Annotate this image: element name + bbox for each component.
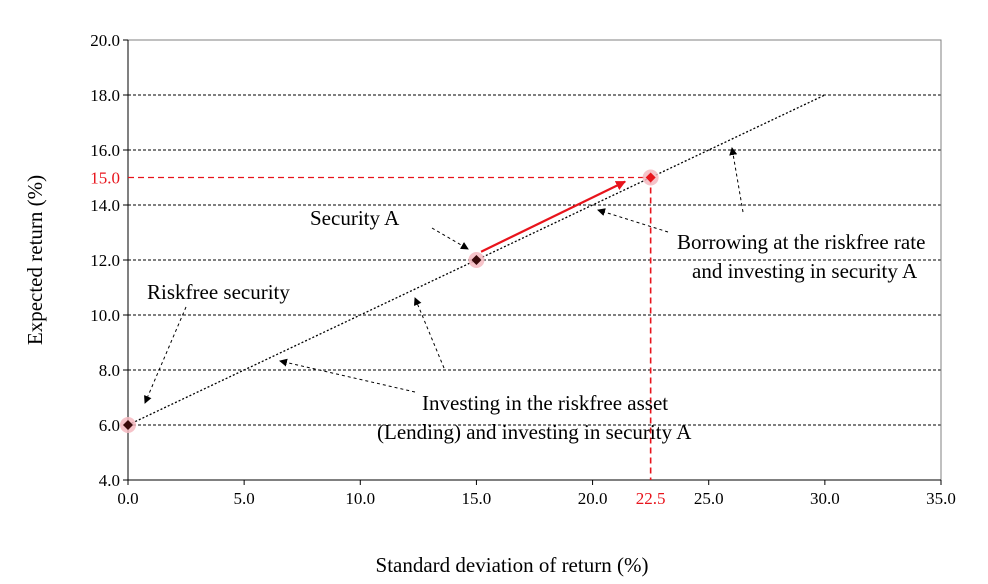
data-points xyxy=(120,169,659,433)
y-tick-label-7: 18.0 xyxy=(90,86,120,105)
x-tick-label-1: 5.0 xyxy=(234,489,255,508)
annotation-arrows xyxy=(144,147,744,404)
arrow-lending-left xyxy=(279,358,416,393)
y-tick-label-4: 12.0 xyxy=(90,251,120,270)
arrow-borrowing-up xyxy=(729,147,744,213)
y-tick-label-2: 8.0 xyxy=(99,361,120,380)
annotation-borrowing-line1: Borrowing at the riskfree rate xyxy=(677,230,925,254)
annotation-borrowing-line2: and investing in security A xyxy=(692,259,918,283)
data-point-0 xyxy=(123,420,133,430)
annotation-security-a: Security A xyxy=(310,206,400,230)
y-tick-label-1: 6.0 xyxy=(99,416,120,435)
x-tick-label-0: 0.0 xyxy=(117,489,138,508)
x-axis-title: Standard deviation of return (%) xyxy=(376,553,649,577)
annotation-riskfree: Riskfree security xyxy=(147,280,290,304)
x-tick-label-2: 10.0 xyxy=(345,489,375,508)
red-arrow xyxy=(480,180,626,253)
highlight-y-label: 15.0 xyxy=(90,169,120,188)
y-tick-label-8: 20.0 xyxy=(90,31,120,50)
annotation-lending-line1: Investing in the riskfree asset xyxy=(422,391,668,415)
highlight-x-label: 22.5 xyxy=(636,489,666,508)
x-tick-label-3: 15.0 xyxy=(462,489,492,508)
data-point-2 xyxy=(645,172,656,183)
x-tick-label-7: 35.0 xyxy=(926,489,956,508)
arrow-security-a xyxy=(431,227,469,250)
y-tick-label-3: 10.0 xyxy=(90,306,120,325)
gridlines xyxy=(128,94,941,426)
y-tick-label-5: 14.0 xyxy=(90,196,120,215)
data-point-1 xyxy=(471,255,482,265)
y-tick-label-0: 4.0 xyxy=(99,471,120,490)
y-tick-label-6: 16.0 xyxy=(90,141,120,160)
x-tick-label-6: 30.0 xyxy=(810,489,840,508)
arrow-borrowing-left xyxy=(597,208,669,233)
arrow-riskfree xyxy=(144,306,187,404)
arrow-lending-up xyxy=(413,297,445,369)
tick-labels: 4.06.08.010.012.014.016.018.020.00.0 5.0 1… xyxy=(90,31,956,508)
x-tick-label-5: 25.0 xyxy=(694,489,724,508)
x-tick-label-4: 20.0 xyxy=(578,489,608,508)
annotation-lending-line2: (Lending) and investing in security A xyxy=(377,420,692,444)
axes xyxy=(123,39,942,485)
y-axis-title: Expected return (%) xyxy=(23,175,47,345)
highlight-guides: 15.0 22.5 xyxy=(90,169,665,509)
